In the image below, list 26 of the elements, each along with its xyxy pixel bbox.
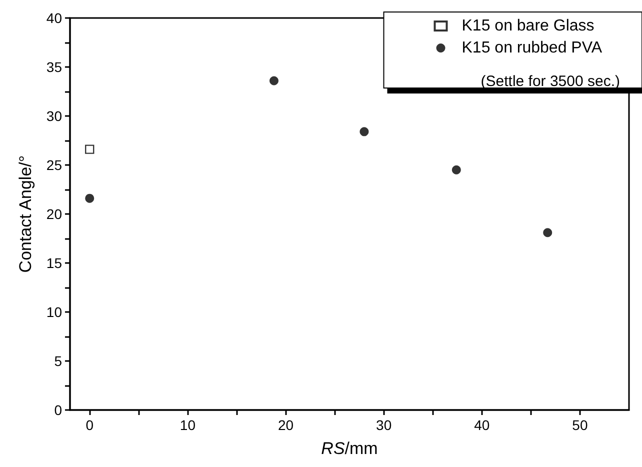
x-tick-label: 50 xyxy=(572,417,588,433)
x-tick-label: 10 xyxy=(180,417,196,433)
y-tick-label: 40 xyxy=(46,10,62,26)
legend-label: K15 on bare Glass xyxy=(462,18,594,34)
point xyxy=(85,194,94,203)
annotation: (Settle for 3500 sec.) xyxy=(480,73,620,90)
point xyxy=(452,165,461,174)
x-tick-label: 30 xyxy=(376,417,392,433)
point xyxy=(85,144,94,154)
y-tick-label: 5 xyxy=(54,353,62,369)
x-tick-label: 20 xyxy=(278,417,294,433)
x-tick-label: 40 xyxy=(474,417,490,433)
y-tick-label: 35 xyxy=(46,59,62,75)
y-tick-label: 20 xyxy=(46,206,62,222)
point xyxy=(543,228,552,238)
x-tick-label: 0 xyxy=(86,417,94,433)
legend-label: K15 on rubbed PVA xyxy=(462,40,602,56)
y-tick-label: 25 xyxy=(46,157,62,173)
y-tick-label: 30 xyxy=(46,108,62,124)
y-tick-label: 15 xyxy=(46,255,62,271)
point xyxy=(360,127,369,136)
y-axis-title: Contact Angle/° xyxy=(16,155,35,273)
y-tick-label: 0 xyxy=(54,402,62,418)
point xyxy=(269,76,278,86)
x-axis-title: RS/mm xyxy=(321,439,378,458)
y-tick-label: 10 xyxy=(46,304,62,320)
